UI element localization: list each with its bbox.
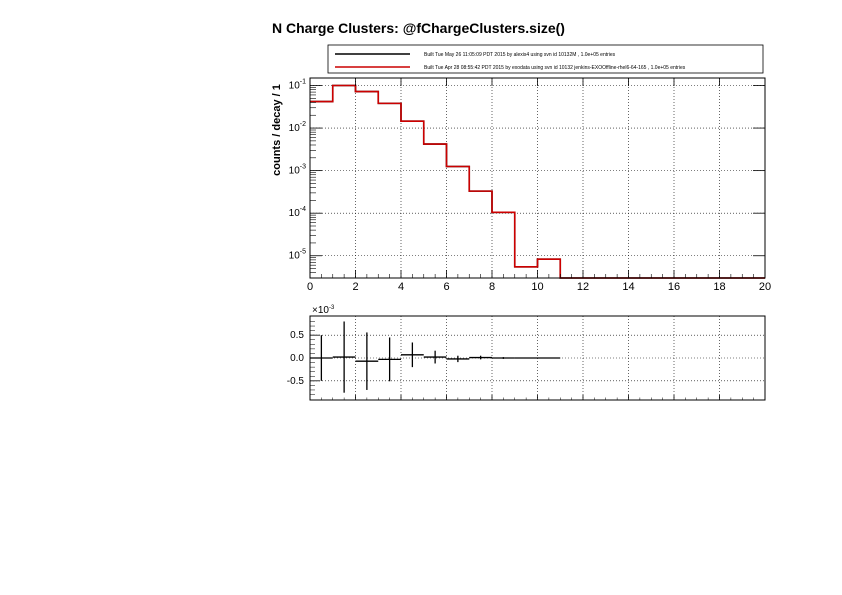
top-grid xyxy=(310,78,765,278)
bottom-grid xyxy=(310,316,765,400)
top-x-tick-label: 12 xyxy=(577,281,589,293)
top-x-tick-label: 2 xyxy=(352,281,358,293)
top-x-tick-label: 6 xyxy=(443,281,449,293)
top-x-tick-label: 10 xyxy=(531,281,543,293)
top-x-tick-label: 14 xyxy=(622,281,634,293)
scale-factor-base: ×10 xyxy=(312,305,329,316)
scale-factor-label: ×10-3 xyxy=(312,305,335,316)
top-y-tick-label: 10-4 xyxy=(289,206,306,219)
top-x-tick-label: 20 xyxy=(759,281,771,293)
legend-label-exodata: Built Tue Apr 28 08:55:42 PDT 2015 by ex… xyxy=(424,65,686,71)
scale-factor-exp: -3 xyxy=(329,305,335,311)
chart-title: N Charge Clusters: @fChargeClusters.size… xyxy=(272,20,565,36)
legend-box xyxy=(327,44,764,74)
top-x-tick-label: 0 xyxy=(307,281,313,293)
top-axes: 0 2 4 6 8 10 12 14 16 18 20 10-5 10-4 10-3 10-2 10-1 xyxy=(289,78,771,293)
top-x-tick-label: 4 xyxy=(398,281,404,293)
bottom-y-tick-label: 0.5 xyxy=(290,330,304,341)
legend: Built Tue May 26 11:05:09 PDT 2015 by al… xyxy=(327,44,764,74)
legend-label-alexis4: Built Tue May 26 11:05:09 PDT 2015 by al… xyxy=(424,52,616,58)
top-y-tick-label: 10-2 xyxy=(289,121,306,134)
y-axis-label: counts / decay / 1 xyxy=(271,84,283,176)
bottom-y-tick-label: 0.0 xyxy=(290,353,304,364)
bottom-y-tick-label: -0.5 xyxy=(287,376,305,387)
top-x-tick-label: 8 xyxy=(489,281,495,293)
top-y-tick-label: 10-1 xyxy=(289,78,306,91)
residual-points-group xyxy=(310,321,561,393)
top-x-tick-label: 18 xyxy=(713,281,725,293)
bottom-axes: 0.5 0.0 -0.5 xyxy=(287,321,766,400)
top-y-tick-label: 10-3 xyxy=(289,164,306,177)
top-y-tick-label: 10-5 xyxy=(289,249,306,262)
top-x-tick-label: 16 xyxy=(668,281,680,293)
